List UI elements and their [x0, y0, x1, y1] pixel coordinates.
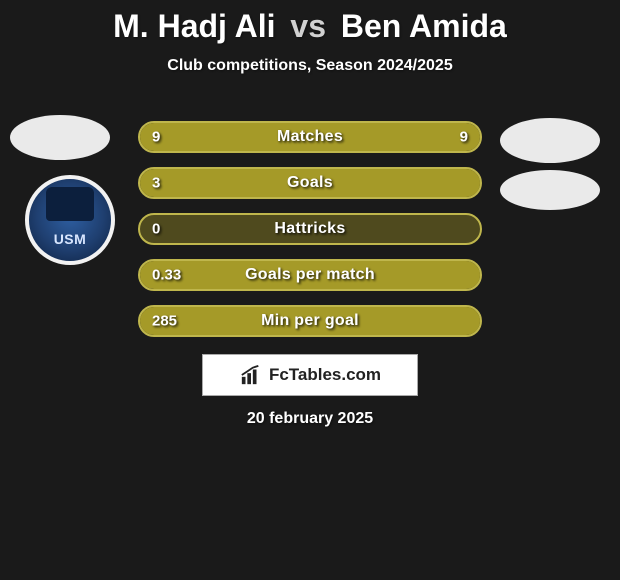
comparison-title: M. Hadj Ali vs Ben Amida — [0, 0, 620, 45]
player2-name: Ben Amida — [341, 8, 507, 44]
report-date: 20 february 2025 — [0, 410, 620, 428]
stat-row: 285Min per goal — [138, 305, 482, 337]
stat-label: Goals per match — [140, 266, 480, 284]
stat-label: Matches — [140, 128, 480, 146]
player1-name: M. Hadj Ali — [113, 8, 275, 44]
player2-avatar — [500, 118, 600, 163]
player1-avatar — [10, 115, 110, 160]
stat-label: Min per goal — [140, 312, 480, 330]
stats-rows: 9Matches9 3Goals 0Hattricks 0.33Goals per m… — [138, 121, 482, 351]
stat-label: Goals — [140, 174, 480, 192]
subtitle: Club competitions, Season 2024/2025 — [0, 57, 620, 75]
vs-text: vs — [290, 8, 326, 44]
source-logo: FcTables.com — [202, 354, 418, 396]
stat-label: Hattricks — [140, 220, 480, 238]
player1-club-badge — [25, 175, 115, 265]
stat-row: 0.33Goals per match — [138, 259, 482, 291]
stat-row: 0Hattricks — [138, 213, 482, 245]
source-logo-text: FcTables.com — [269, 365, 381, 385]
stat-value-right: 9 — [460, 129, 468, 146]
chart-icon — [239, 364, 263, 386]
stat-row: 9Matches9 — [138, 121, 482, 153]
player2-club-badge — [500, 170, 600, 210]
stat-row: 3Goals — [138, 167, 482, 199]
